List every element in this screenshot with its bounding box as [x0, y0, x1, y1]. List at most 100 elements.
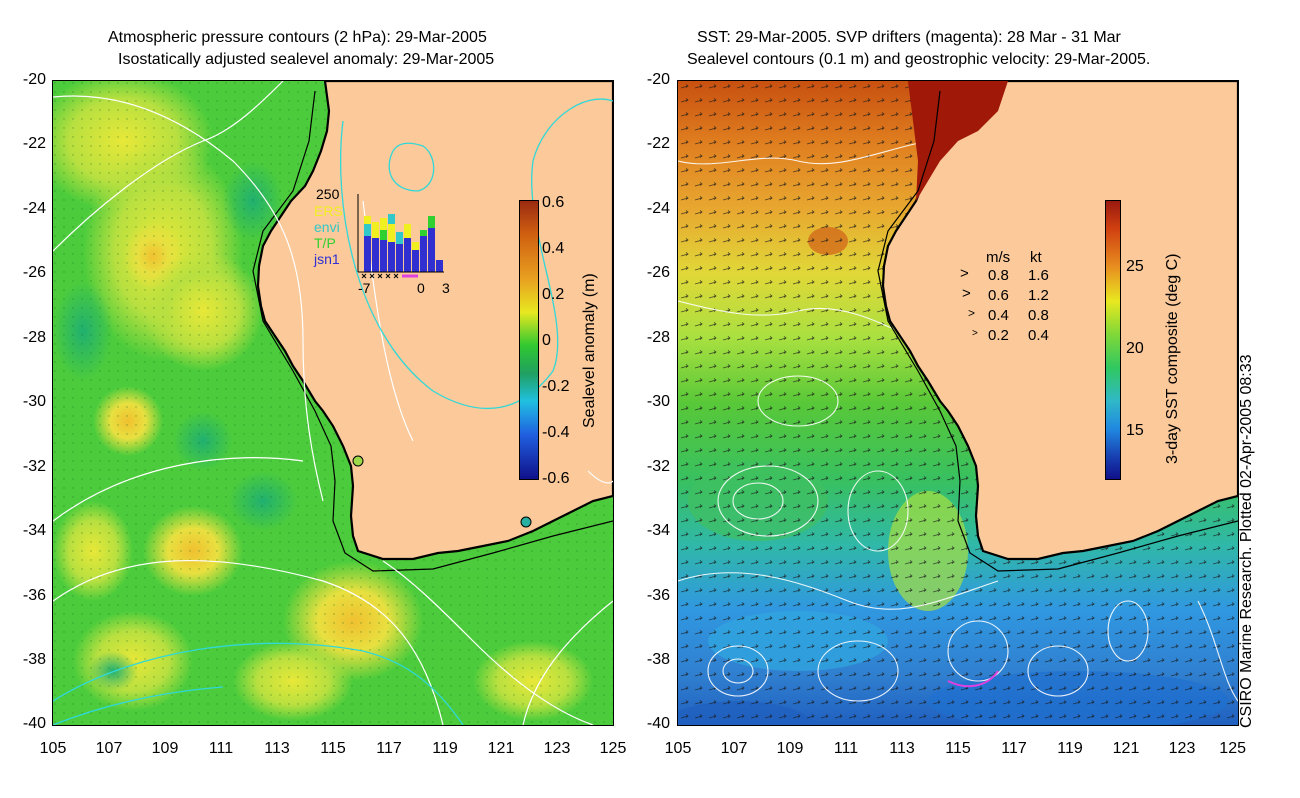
cbar-tick-0: 0 — [542, 332, 551, 349]
right-xtick: 109 — [776, 740, 804, 757]
left-ytick: -20 — [22, 71, 46, 88]
left-xtick: 115 — [320, 740, 346, 757]
cyan-pressure-contours — [53, 98, 613, 725]
right-ytick: -38 — [646, 651, 670, 668]
inset-legend-envi: envi — [314, 219, 340, 235]
pressure-contours — [53, 81, 613, 725]
tide-gauge-marker[interactable] — [520, 516, 532, 528]
right-xtick: 115 — [945, 740, 971, 757]
left-ytick: -38 — [22, 651, 46, 668]
sealevel-colorbar-label: Sealevel anomaly (m) — [581, 273, 598, 428]
plot-credit: CSIRO Marine Research. Plotted 02-Apr-20… — [1238, 354, 1255, 728]
sst-colorbar-label: 3-day SST composite (deg C) — [1164, 253, 1181, 464]
left-ytick: -32 — [22, 458, 46, 475]
velocity-arrow-icon: > — [972, 328, 978, 339]
right-xtick: 121 — [1112, 740, 1140, 757]
right-ytick: -24 — [646, 200, 670, 217]
right-ytick: -36 — [646, 587, 670, 604]
tide-gauge-marker[interactable] — [352, 455, 364, 467]
svp-drifter-track — [947, 670, 999, 688]
left-ytick: -36 — [22, 587, 46, 604]
inset-xtick-0: 0 — [417, 280, 425, 296]
right-ytick: -40 — [646, 715, 670, 732]
left-xtick: 105 — [39, 740, 67, 757]
cbar-tick-neg0.4: -0.4 — [542, 424, 570, 441]
left-xtick: 123 — [543, 740, 571, 757]
left-ytick: -30 — [22, 393, 46, 410]
left-xtick: 125 — [599, 740, 627, 757]
right-title-line1: SST: 29-Mar-2005. SVP drifters (magenta)… — [697, 29, 1121, 46]
right-xtick: 113 — [889, 740, 915, 757]
right-xtick: 105 — [664, 740, 692, 757]
left-ytick: -34 — [22, 522, 46, 539]
right-xtick: 119 — [1057, 740, 1083, 757]
left-ytick: -28 — [22, 329, 46, 346]
right-xtick: 107 — [720, 740, 748, 757]
right-xtick: 111 — [833, 740, 859, 757]
inset-xtick-3: 3 — [442, 280, 450, 296]
inset-legend-jsn1: jsn1 — [314, 251, 340, 267]
left-xtick: 121 — [487, 740, 515, 757]
velocity-arrow-icon: > — [968, 306, 976, 320]
left-title-line2: Isostatically adjusted sealevel anomaly:… — [118, 51, 495, 68]
right-ytick: -34 — [646, 522, 670, 539]
left-title-line1: Atmospheric pressure contours (2 hPa): 2… — [108, 29, 487, 46]
sst-cbar-tick-15: 15 — [1126, 422, 1144, 439]
velocity-key-header-ms: m/s — [986, 249, 1011, 266]
velocity-kt-1.6: 1.6 — [1028, 267, 1049, 284]
velocity-ms-0.2: 0.2 — [988, 327, 1009, 344]
histogram-bars — [364, 214, 443, 272]
right-ytick: -30 — [646, 393, 670, 410]
shelf-contour — [252, 90, 613, 572]
cbar-tick-0.2: 0.2 — [542, 286, 565, 303]
velocity-arrow-icon: > — [960, 265, 969, 282]
sst-cbar-tick-25: 25 — [1126, 258, 1144, 275]
cbar-tick-0.4: 0.4 — [542, 240, 565, 257]
velocity-arrow-icon: > — [962, 285, 971, 302]
left-xtick: 117 — [376, 740, 402, 757]
inset-xtick-neg7: -7 — [358, 280, 371, 296]
cbar-tick-0.6: 0.6 — [542, 194, 565, 211]
velocity-ms-0.4: 0.4 — [988, 307, 1009, 324]
right-title-line2: Sealevel contours (0.1 m) and geostrophi… — [687, 51, 1151, 68]
australia-landmass — [881, 81, 1238, 561]
left-xtick: 113 — [264, 740, 290, 757]
velocity-key-header-kt: kt — [1030, 249, 1042, 266]
satellite-inset: 250 ERS envi T/P jsn1 -7 0 3 — [306, 186, 456, 296]
left-xtick: 119 — [432, 740, 458, 757]
left-ytick: -24 — [22, 200, 46, 217]
right-ytick: -22 — [646, 135, 670, 152]
sealevel-colorbar — [519, 200, 539, 480]
inset-ymax-label: 250 — [316, 186, 340, 202]
velocity-ms-0.8: 0.8 — [988, 267, 1009, 284]
velocity-key: m/s kt > 0.8 1.6 > 0.6 1.2 > 0.4 0.8 > 0… — [960, 248, 1070, 348]
shelf-contour — [877, 90, 1238, 572]
cbar-tick-neg0.6: -0.6 — [542, 470, 570, 487]
inset-legend-tp: T/P — [314, 235, 336, 251]
right-ytick: -26 — [646, 264, 670, 281]
left-ytick: -40 — [22, 715, 46, 732]
right-map-svg — [678, 81, 1238, 725]
right-xtick: 123 — [1168, 740, 1196, 757]
velocity-kt-0.8: 0.8 — [1028, 307, 1049, 324]
right-ytick: -32 — [646, 458, 670, 475]
left-xtick: 111 — [208, 740, 234, 757]
inset-legend-ers: ERS — [314, 203, 343, 219]
cbar-tick-neg0.2: -0.2 — [542, 378, 570, 395]
left-xtick: 107 — [95, 740, 123, 757]
sst-colorbar — [1105, 200, 1121, 480]
velocity-kt-0.4: 0.4 — [1028, 327, 1049, 344]
right-xtick: 125 — [1219, 740, 1246, 757]
right-map-panel[interactable] — [677, 80, 1239, 726]
left-ytick: -22 — [22, 135, 46, 152]
inset-histogram — [357, 194, 444, 279]
right-ytick: -20 — [646, 71, 670, 88]
right-xtick: 117 — [1001, 740, 1027, 757]
pilbara-warm-land — [908, 81, 1008, 201]
velocity-kt-1.2: 1.2 — [1028, 287, 1049, 304]
left-xtick: 109 — [151, 740, 179, 757]
sealevel-contours — [678, 140, 1238, 702]
velocity-ms-0.6: 0.6 — [988, 287, 1009, 304]
sst-cbar-tick-20: 20 — [1126, 340, 1144, 357]
left-ytick: -26 — [22, 264, 46, 281]
